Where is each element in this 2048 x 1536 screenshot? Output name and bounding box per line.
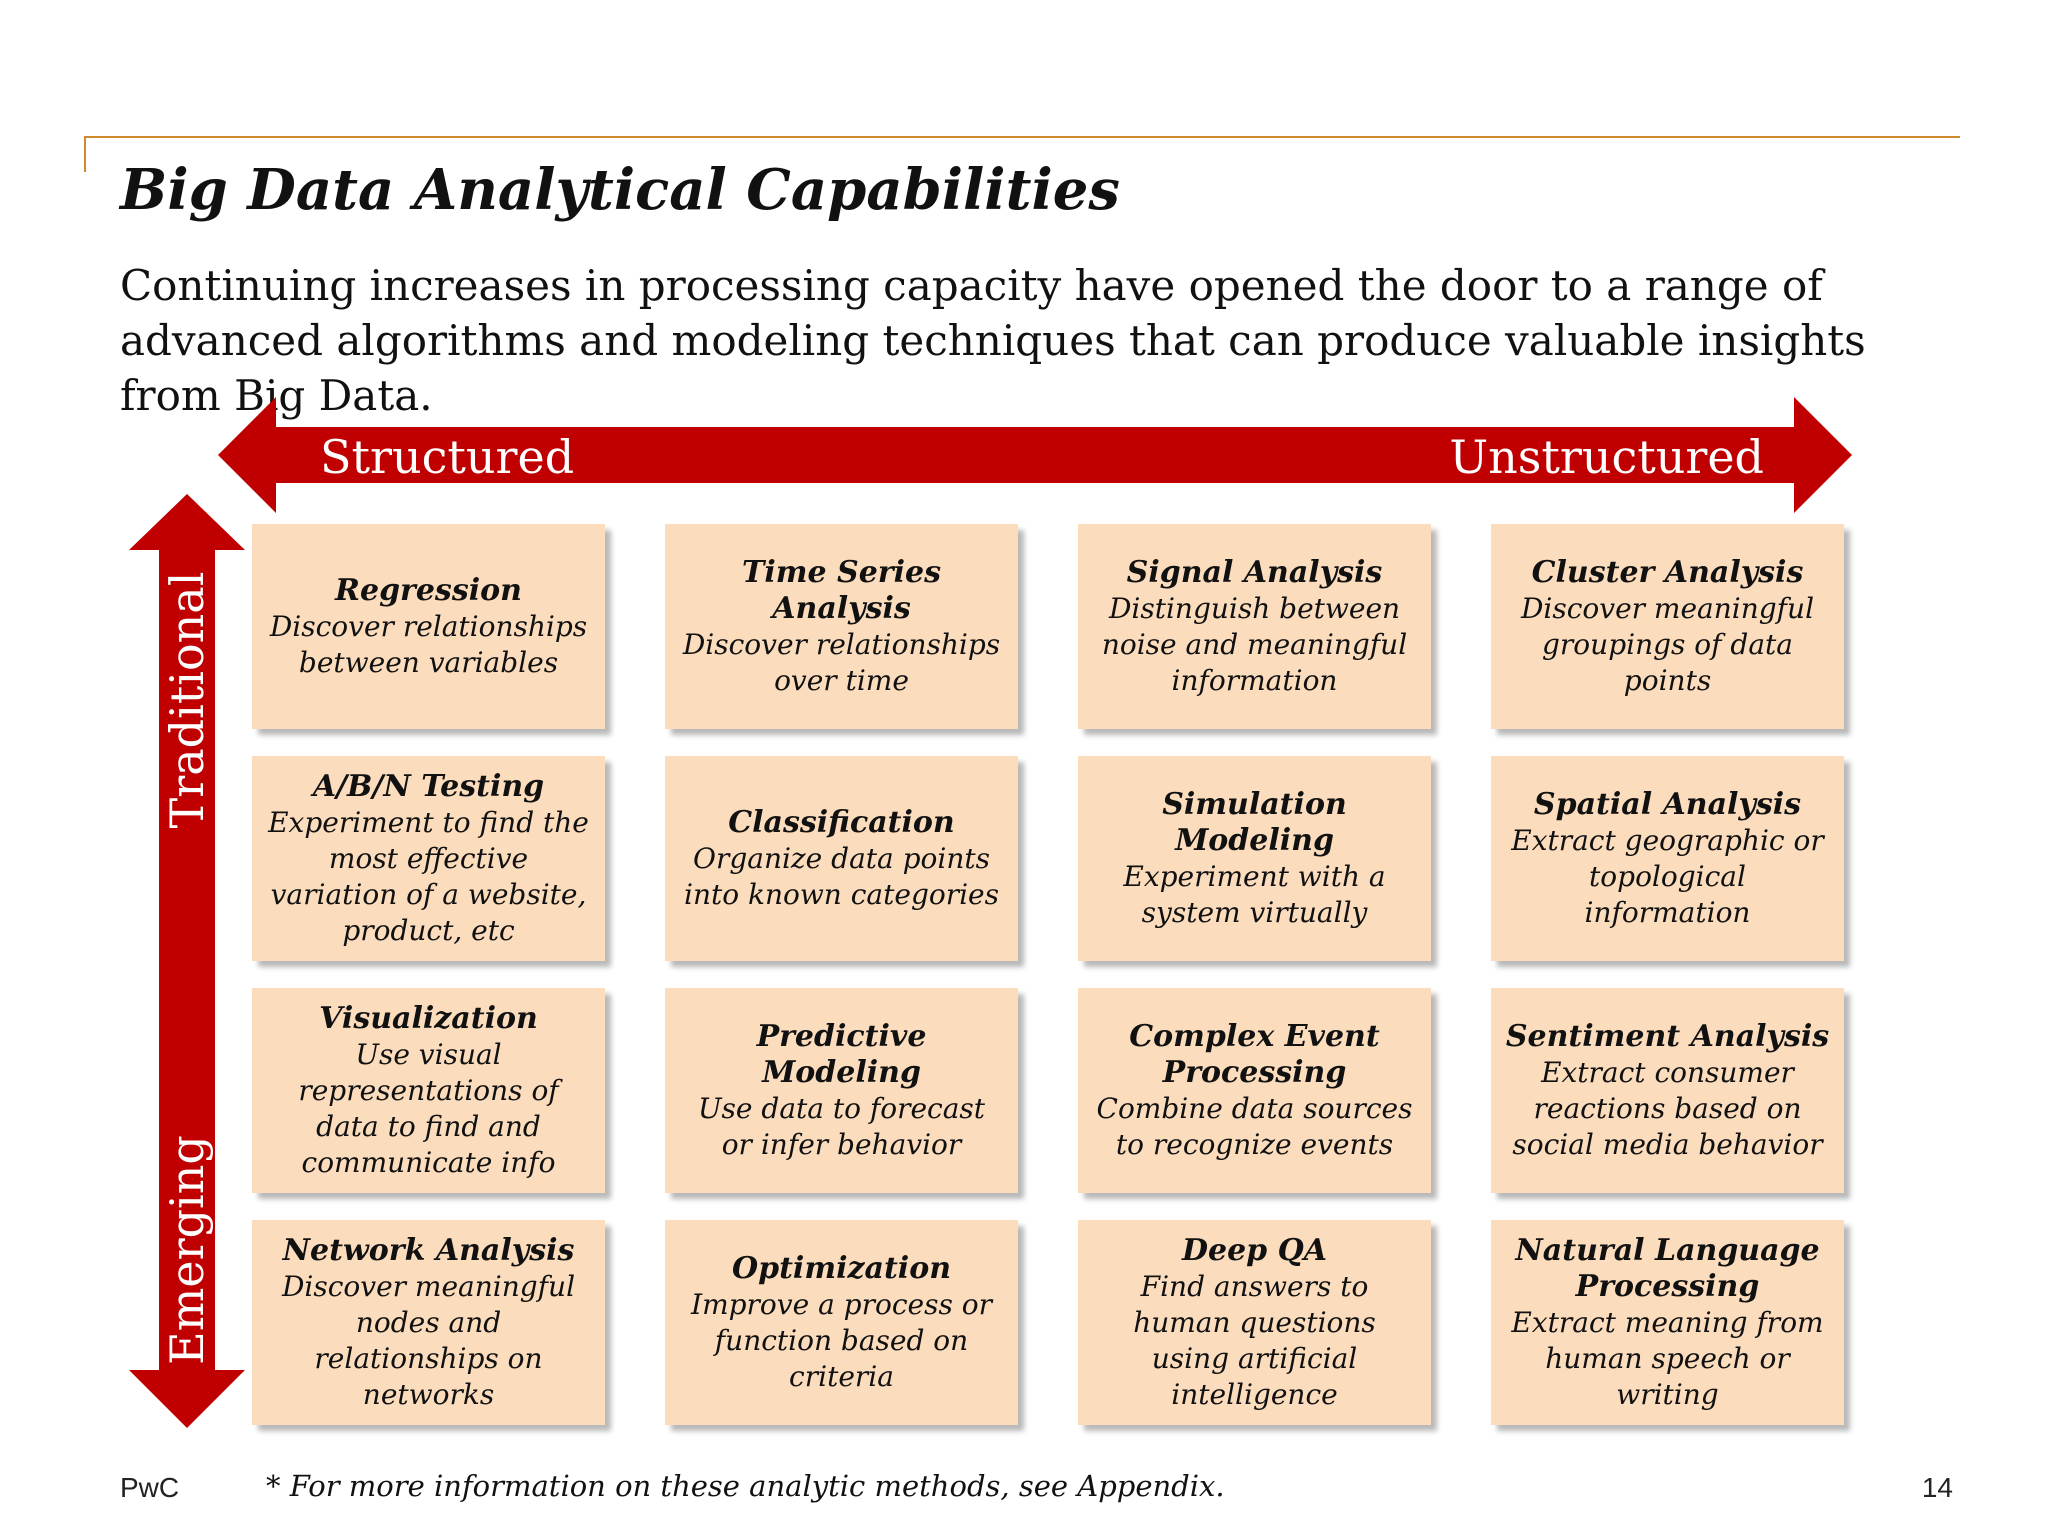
capability-title: Natural Language Processing — [1515, 1232, 1820, 1304]
capability-description: Discover relationships between variables — [269, 609, 588, 679]
capability-title: Simulation Modeling — [1162, 786, 1347, 858]
capability-title: A/B/N Testing — [312, 768, 545, 804]
capability-cell-optimization: Optimization Improve a process or functi… — [665, 1220, 1018, 1425]
capability-cell-cluster-analysis: Cluster Analysis Discover meaningful gro… — [1491, 524, 1844, 729]
capability-cell-spatial-analysis: Spatial Analysis Extract geographic or t… — [1491, 756, 1844, 961]
capability-description: Extract consumer reactions based on soci… — [1512, 1055, 1823, 1161]
capability-title: Network Analysis — [282, 1232, 575, 1268]
page-number: 14 — [1921, 1472, 1953, 1503]
capability-description: Improve a process or function based on c… — [691, 1287, 992, 1393]
unstructured-label: Unstructured — [1449, 430, 1764, 484]
capability-cell-network-analysis: Network Analysis Discover meaningful nod… — [252, 1220, 605, 1425]
capability-description: Extract geographic or topological inform… — [1511, 823, 1824, 929]
capability-description: Discover meaningful groupings of data po… — [1520, 591, 1815, 697]
capability-description: Extract meaning from human speech or wri… — [1511, 1305, 1824, 1411]
capability-title: Optimization — [731, 1250, 952, 1286]
capability-title: Cluster Analysis — [1531, 554, 1804, 590]
slide-title: Big Data Analytical Capabilities — [120, 157, 1120, 223]
capability-cell-classification: Classification Organize data points into… — [665, 756, 1018, 961]
capability-title: Deep QA — [1181, 1232, 1328, 1268]
capability-cell-regression: Regression Discover relationships betwee… — [252, 524, 605, 729]
capability-title: Predictive Modeling — [756, 1018, 927, 1090]
capability-description: Discover relationships over time — [682, 627, 1001, 697]
brand-label: PwC — [120, 1472, 180, 1503]
capability-description: Find answers to human questions using ar… — [1133, 1269, 1376, 1411]
capability-grid: Regression Discover relationships betwee… — [252, 524, 1844, 1425]
capability-description: Discover meaningful nodes and relationsh… — [281, 1269, 576, 1411]
capability-title: Sentiment Analysis — [1505, 1018, 1830, 1054]
capability-cell-time-series-analysis: Time Series Analysis Discover relationsh… — [665, 524, 1018, 729]
capability-description: Use data to forecast or infer behavior — [697, 1091, 986, 1161]
capability-title: Spatial Analysis — [1533, 786, 1802, 822]
horizontal-double-arrow — [218, 397, 1852, 513]
slide-subtitle: Continuing increases in processing capac… — [120, 261, 1866, 420]
capability-cell-complex-event-processing: Complex Event Processing Combine data so… — [1078, 988, 1431, 1193]
capability-description: Distinguish between noise and meaningful… — [1101, 591, 1408, 697]
capability-description: Use visual representations of data to fi… — [298, 1037, 559, 1179]
capability-cell-natural-language-processing: Natural Language Processing Extract mean… — [1491, 1220, 1844, 1425]
capability-title: Signal Analysis — [1126, 554, 1383, 590]
structured-label: Structured — [320, 430, 575, 484]
capability-cell-abn-testing: A/B/N Testing Experiment to find the mos… — [252, 756, 605, 961]
emerging-label: Emerging — [160, 1135, 214, 1365]
capability-cell-deep-qa: Deep QA Find answers to human questions … — [1078, 1220, 1431, 1425]
top-rule — [84, 136, 1960, 138]
traditional-label: Traditional — [160, 571, 214, 829]
capability-title: Regression — [335, 572, 522, 608]
capability-description: Organize data points into known categori… — [683, 841, 999, 911]
capability-cell-sentiment-analysis: Sentiment Analysis Extract consumer reac… — [1491, 988, 1844, 1193]
capability-title: Complex Event Processing — [1129, 1018, 1380, 1090]
capability-description: Experiment to find the most effective va… — [268, 805, 589, 947]
capability-title: Time Series Analysis — [742, 554, 941, 626]
top-rule-tick — [84, 136, 86, 172]
vertical-double-arrow — [129, 494, 245, 1428]
capability-title: Classification — [728, 804, 955, 840]
footnote: * For more information on these analytic… — [266, 1469, 1225, 1503]
capability-cell-simulation-modeling: Simulation Modeling Experiment with a sy… — [1078, 756, 1431, 961]
capability-description: Experiment with a system virtually — [1123, 859, 1386, 929]
capability-cell-signal-analysis: Signal Analysis Distinguish between nois… — [1078, 524, 1431, 729]
capability-description: Combine data sources to recognize events — [1096, 1091, 1413, 1161]
capability-cell-predictive-modeling: Predictive Modeling Use data to forecast… — [665, 988, 1018, 1193]
capability-title: Visualization — [319, 1000, 538, 1036]
capability-cell-visualization: Visualization Use visual representations… — [252, 988, 605, 1193]
